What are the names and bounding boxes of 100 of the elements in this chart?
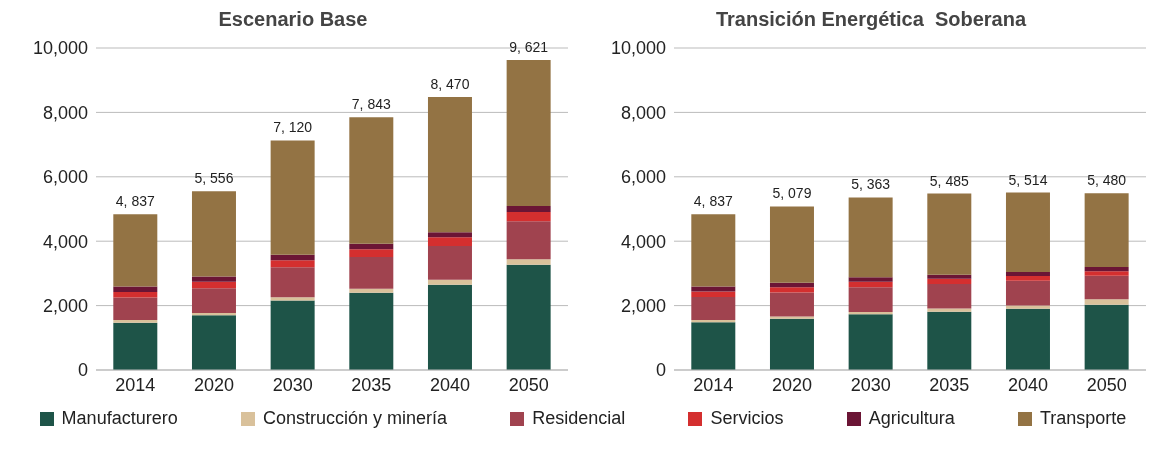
y-tick-label: 8,000 — [42, 102, 88, 123]
bar — [427, 284, 472, 370]
bar — [848, 314, 893, 370]
legend-label: Servicios — [709, 408, 784, 429]
legend-label: Transporte — [1039, 408, 1127, 429]
bar — [113, 320, 158, 323]
bar — [1084, 299, 1129, 305]
bar — [691, 214, 736, 287]
bar — [349, 292, 394, 370]
bar — [927, 311, 972, 370]
bar — [1005, 275, 1050, 281]
bar — [1084, 275, 1129, 300]
x-tick-label: 2020 — [771, 374, 813, 395]
total-label: 7, 843 — [351, 96, 391, 113]
x-tick-label: 2014 — [693, 374, 734, 395]
bar — [191, 191, 236, 277]
bar — [1005, 192, 1050, 273]
bar — [769, 292, 814, 317]
bar — [848, 281, 893, 288]
bar — [113, 214, 158, 287]
bar — [1084, 193, 1129, 267]
total-label: 5, 514 — [1008, 171, 1048, 188]
x-tick-label: 2030 — [272, 374, 313, 395]
bar — [191, 315, 236, 370]
total-label: 9, 621 — [509, 38, 549, 55]
y-tick-label: 10,000 — [32, 38, 88, 59]
chart-title: Transición Energética Soberana — [714, 8, 1028, 32]
total-label: 8, 470 — [430, 75, 470, 92]
total-label: 5, 079 — [772, 185, 812, 202]
bar — [1084, 304, 1129, 370]
bar — [191, 276, 236, 282]
bar — [270, 267, 315, 298]
x-tick-label: 2035 — [929, 374, 970, 395]
y-tick-label: 4,000 — [42, 231, 88, 252]
bar — [691, 322, 736, 370]
bar — [270, 254, 315, 261]
bar — [1084, 271, 1129, 276]
bar — [349, 288, 394, 293]
bar — [927, 193, 972, 275]
bar — [769, 287, 814, 293]
bar — [427, 232, 472, 238]
x-tick-label: 2050 — [1086, 374, 1127, 395]
total-label: 5, 556 — [194, 170, 234, 187]
total-label: 5, 485 — [929, 172, 969, 189]
bar — [927, 284, 972, 309]
bar — [270, 260, 315, 268]
bar — [113, 292, 158, 298]
bar — [691, 296, 736, 321]
bar — [1005, 305, 1050, 309]
y-tick-label: 4,000 — [620, 231, 666, 252]
total-label: 4, 837 — [115, 193, 155, 210]
legend-label: Manufacturero — [60, 408, 178, 429]
x-tick-label: 2050 — [508, 374, 549, 395]
bar — [1005, 272, 1050, 276]
y-tick-label: 2,000 — [42, 295, 88, 316]
bar — [848, 277, 893, 282]
bar — [427, 246, 472, 280]
bar — [1005, 308, 1050, 370]
y-tick-label: 8,000 — [620, 102, 666, 123]
legend-label: Construcción y minería — [261, 408, 447, 429]
bar — [769, 206, 814, 283]
x-tick-label: 2014 — [115, 374, 156, 395]
bar — [349, 117, 394, 244]
bar — [769, 318, 814, 370]
x-tick-label: 2035 — [351, 374, 392, 395]
bar — [349, 243, 394, 250]
y-tick-label: 6,000 — [42, 167, 88, 188]
bar — [691, 291, 736, 297]
bar — [427, 237, 472, 247]
bar — [927, 308, 972, 312]
bar — [1084, 266, 1129, 272]
bar — [113, 297, 158, 321]
bar — [191, 281, 236, 289]
y-tick-label: 0 — [77, 360, 88, 381]
total-label: 5, 363 — [851, 176, 891, 193]
bar — [427, 96, 472, 233]
y-tick-label: 10,000 — [610, 38, 666, 59]
y-tick-label: 2,000 — [620, 295, 666, 316]
bar — [848, 197, 893, 278]
legend-label: Residencial — [531, 408, 626, 429]
bar — [506, 59, 551, 207]
bar — [270, 140, 315, 255]
x-tick-label: 2040 — [429, 374, 471, 395]
x-tick-label: 2030 — [850, 374, 891, 395]
bar — [191, 288, 236, 314]
total-label: 4, 837 — [693, 193, 733, 210]
bar — [1005, 280, 1050, 306]
bar — [927, 278, 972, 285]
bar — [506, 221, 551, 260]
bar — [427, 279, 472, 285]
y-tick-label: 0 — [655, 360, 666, 381]
total-label: 5, 480 — [1087, 172, 1127, 189]
y-tick-label: 6,000 — [620, 167, 666, 188]
bar — [270, 300, 315, 370]
bar — [506, 206, 551, 212]
bar — [927, 274, 972, 279]
bar — [506, 259, 551, 265]
bar — [349, 256, 394, 289]
legend-label: Agricultura — [867, 408, 955, 429]
bar — [506, 211, 551, 222]
